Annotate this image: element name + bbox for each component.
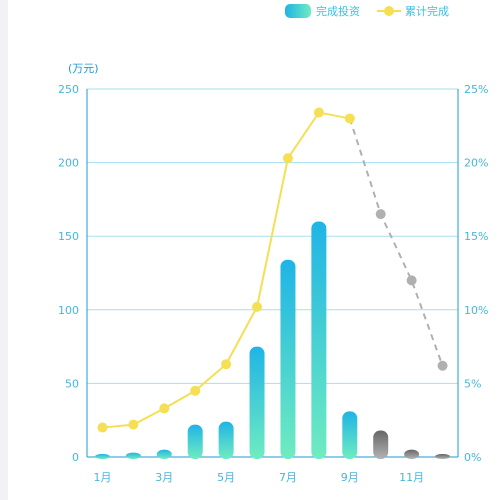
legend-bar-label[interactable]: 完成投资 bbox=[316, 4, 360, 18]
x-tick-label: 11月 bbox=[399, 471, 424, 484]
point-3月[interactable] bbox=[159, 403, 170, 414]
x-tick-label: 1月 bbox=[93, 471, 111, 484]
x-tick-label: 9月 bbox=[341, 471, 359, 484]
right-axis-ticks: 0% 5% 10% 15% 20% 25% bbox=[464, 83, 488, 464]
bar-9月[interactable] bbox=[342, 411, 358, 459]
right-tick-label: 25% bbox=[464, 83, 488, 96]
x-axis-ticks: 1月 3月 5月 7月 9月 11月 bbox=[93, 471, 424, 484]
point-7月[interactable] bbox=[282, 153, 293, 164]
right-tick-label: 10% bbox=[464, 304, 488, 317]
bar-3月[interactable] bbox=[156, 449, 172, 459]
legend-line-label[interactable]: 累计完成 bbox=[405, 4, 449, 18]
bar-2月[interactable] bbox=[125, 452, 141, 459]
y-axis-unit: (万元) bbox=[68, 62, 99, 75]
line-points bbox=[97, 107, 448, 433]
bar-1月[interactable] bbox=[94, 454, 110, 459]
x-tick-label: 5月 bbox=[217, 471, 235, 484]
bar-5月[interactable] bbox=[218, 421, 234, 459]
bar-4月[interactable] bbox=[187, 424, 203, 459]
legend-line-marker[interactable] bbox=[384, 6, 394, 16]
bar-7月[interactable] bbox=[280, 259, 296, 459]
point-2月[interactable] bbox=[128, 419, 139, 430]
right-tick-label: 5% bbox=[464, 377, 481, 390]
right-tick-label: 15% bbox=[464, 230, 488, 243]
left-edge-strip bbox=[0, 0, 8, 500]
legend-bar-swatch[interactable] bbox=[285, 4, 311, 18]
x-tick-label: 3月 bbox=[155, 471, 173, 484]
legend[interactable]: 完成投资 累计完成 bbox=[285, 4, 449, 18]
bar-series bbox=[94, 221, 451, 459]
point-4月[interactable] bbox=[190, 385, 201, 396]
point-9月[interactable] bbox=[344, 113, 355, 124]
left-axis-ticks: 0 50 100 150 200 250 bbox=[58, 83, 79, 464]
left-tick-label: 50 bbox=[65, 377, 79, 390]
point-5月[interactable] bbox=[221, 359, 232, 370]
left-tick-label: 250 bbox=[58, 83, 79, 96]
bar-11月[interactable] bbox=[404, 449, 420, 459]
bar-8月[interactable] bbox=[311, 221, 327, 459]
right-tick-label: 20% bbox=[464, 157, 488, 170]
left-tick-label: 150 bbox=[58, 230, 79, 243]
x-tick-label: 7月 bbox=[279, 471, 297, 484]
left-tick-label: 0 bbox=[72, 451, 79, 464]
bar-6月[interactable] bbox=[249, 346, 265, 459]
cumulative-line-forecast bbox=[348, 118, 444, 367]
bar-12月[interactable] bbox=[435, 454, 451, 459]
point-8月[interactable] bbox=[313, 107, 324, 118]
bar-10月[interactable] bbox=[373, 430, 389, 459]
left-tick-label: 200 bbox=[58, 157, 79, 170]
point-12月[interactable] bbox=[437, 360, 448, 371]
line-series bbox=[102, 111, 444, 429]
point-10月[interactable] bbox=[375, 209, 386, 220]
point-1月[interactable] bbox=[97, 422, 108, 433]
right-tick-label: 0% bbox=[464, 451, 481, 464]
point-11月[interactable] bbox=[406, 275, 417, 286]
point-6月[interactable] bbox=[252, 301, 263, 312]
left-tick-label: 100 bbox=[58, 304, 79, 317]
axes bbox=[86, 89, 459, 458]
